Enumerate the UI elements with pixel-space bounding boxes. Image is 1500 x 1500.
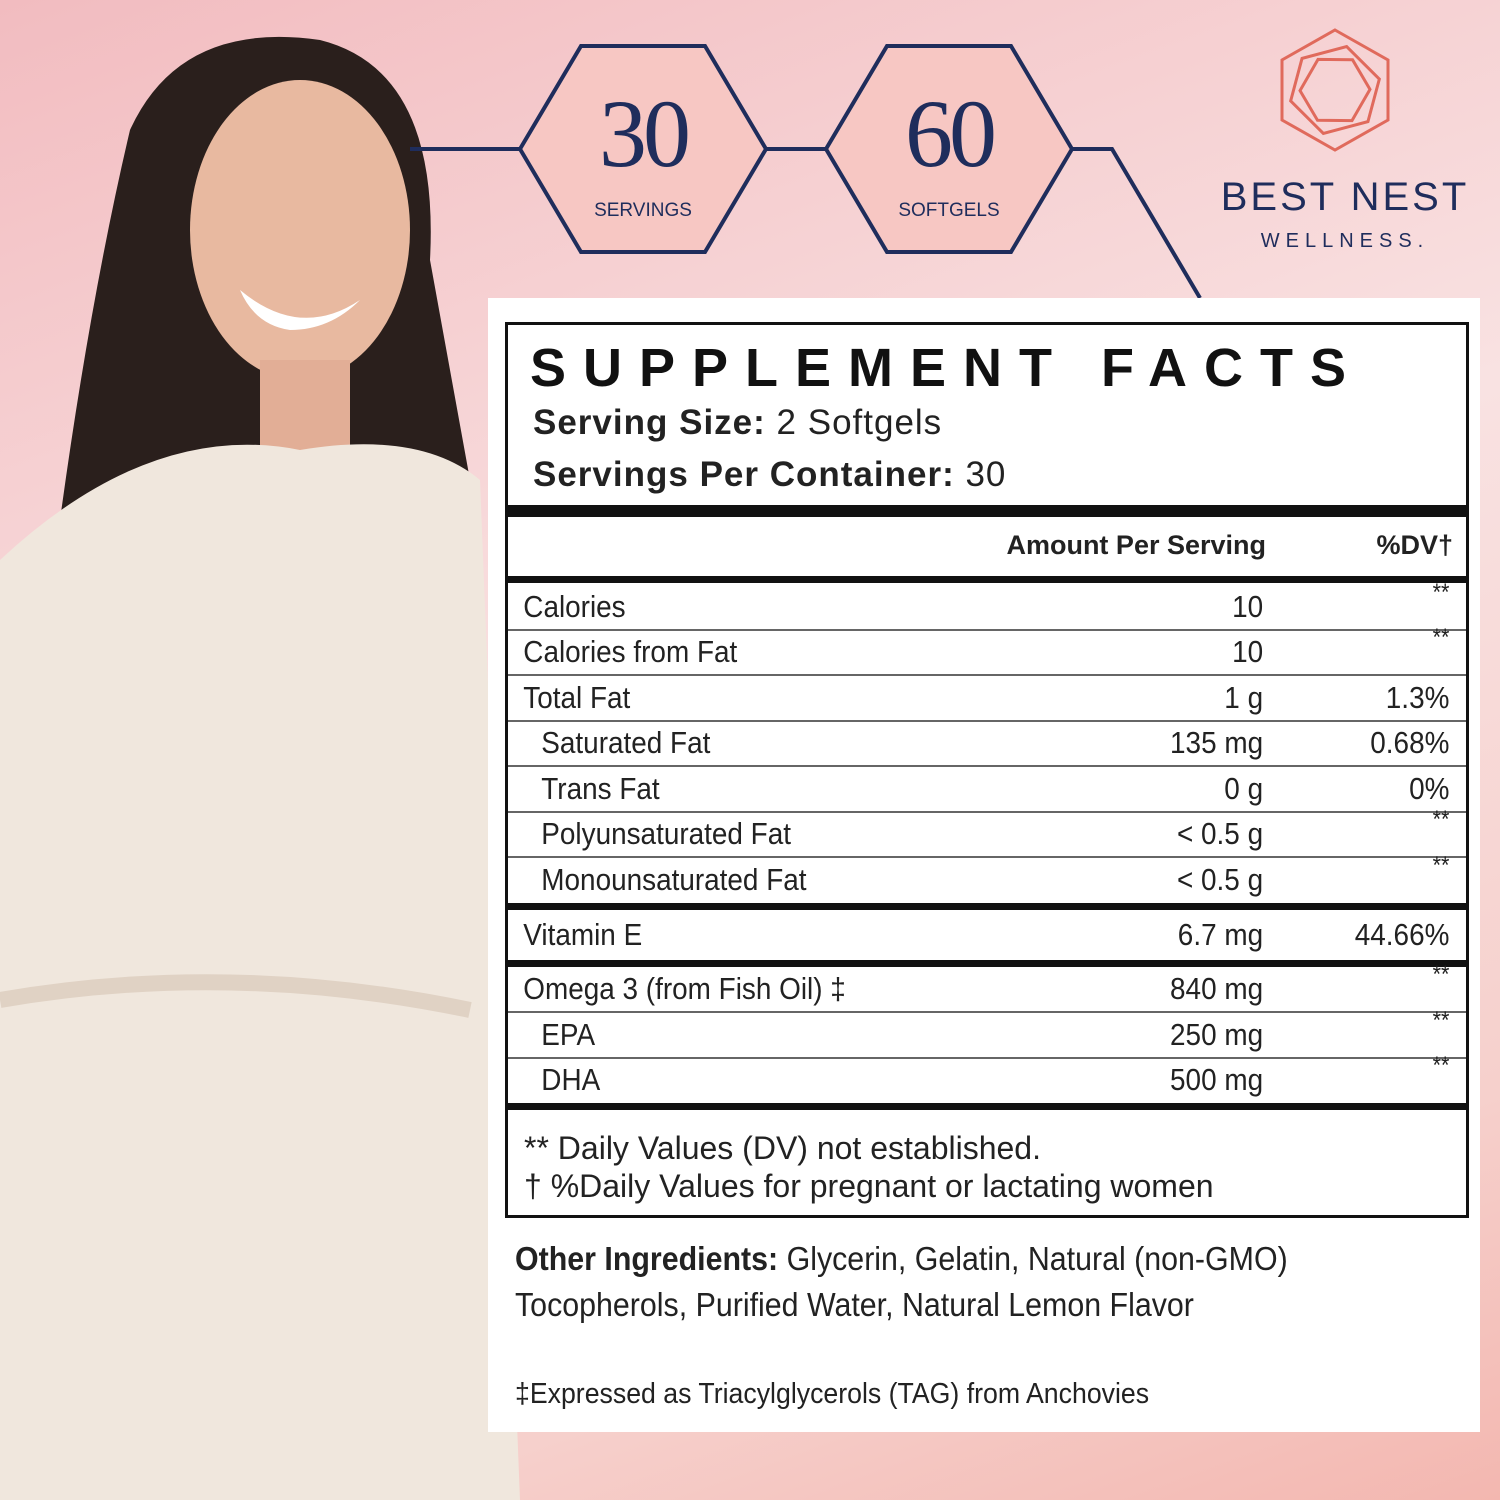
brand-tagline: WELLNESS.	[1260, 230, 1430, 252]
nutrient: Calories	[523, 588, 626, 624]
row-rule	[508, 628, 1466, 631]
row-rule	[508, 765, 1466, 767]
other-ingredients: Other Ingredients: Glycerin, Gelatin, Na…	[515, 1236, 1380, 1328]
nutrient: Omega 3 (from Fish Oil) ‡	[523, 971, 846, 1007]
fact-row: Trans Fat 0 g 0%	[508, 766, 1449, 812]
fact-row: Total Fat 1 g 1.3%	[508, 675, 1449, 721]
logo	[1280, 28, 1390, 152]
amount: < 0.5 g	[1176, 861, 1264, 897]
row-rule	[508, 1011, 1466, 1013]
amount: 250 mg	[1170, 1016, 1264, 1052]
daily-value: 44.66%	[1354, 916, 1450, 952]
badge-label: SOFTGELS	[898, 200, 1000, 221]
fact-row: Calories from Fat 10 **	[508, 624, 1449, 676]
amount: < 0.5 g	[1176, 816, 1264, 852]
rule	[508, 902, 1466, 910]
rule	[508, 1103, 1466, 1110]
amount: 500 mg	[1170, 1062, 1264, 1098]
row-rule	[508, 719, 1466, 722]
note: ‡Expressed as Triacylglycerols (TAG) fro…	[515, 1378, 1150, 1410]
rule	[508, 576, 1466, 583]
nutrient: EPA	[541, 1016, 596, 1052]
daily-value: **	[1432, 806, 1450, 834]
nutrient: Polyunsaturated Fat	[541, 816, 792, 852]
fact-row: Polyunsaturated Fat < 0.5 g **	[508, 806, 1449, 858]
label: Servings Per Container:	[533, 455, 955, 494]
daily-value: **	[1432, 851, 1450, 879]
label: Other Ingredients:	[515, 1240, 779, 1277]
daily-value: **	[1432, 961, 1450, 989]
amount: 10	[1232, 588, 1264, 624]
badge-number: 30	[599, 80, 691, 187]
fact-row: EPA 250 mg **	[508, 1007, 1449, 1058]
nutrient: Vitamin E	[523, 916, 643, 952]
daily-value: 1.3%	[1385, 679, 1450, 715]
fact-row: Calories 10 **	[508, 579, 1449, 630]
daily-value: 0%	[1409, 770, 1450, 806]
fact-row: DHA 500 mg **	[508, 1052, 1449, 1104]
row-rule	[508, 810, 1466, 813]
column-header: %DV†	[1376, 530, 1453, 560]
badge-label: SERVINGS	[594, 200, 692, 221]
text: Glycerin, Gelatin, Natural (non-GMO) Toc…	[515, 1240, 1288, 1323]
nutrient: DHA	[541, 1062, 601, 1098]
daily-value: **	[1432, 1006, 1450, 1034]
brand-name: BEST NEST	[1220, 175, 1470, 219]
amount: 1 g	[1224, 679, 1264, 715]
fact-row: Saturated Fat 135 mg 0.68%	[508, 721, 1449, 767]
fact-row: Vitamin E 6.7 mg 44.66%	[508, 910, 1449, 960]
rule	[508, 959, 1466, 967]
nutrient: Trans Fat	[541, 770, 660, 806]
nutrient: Calories from Fat	[523, 634, 738, 670]
amount: 135 mg	[1170, 725, 1264, 761]
row-rule	[508, 856, 1466, 858]
amount: 6.7 mg	[1177, 916, 1264, 952]
label: Serving Size:	[533, 403, 766, 442]
facts-title: SUPPLEMENT FACTS	[530, 338, 1364, 398]
footnote: † %Daily Values for pregnant or lactatin…	[524, 1168, 1214, 1204]
row-rule	[508, 674, 1466, 676]
amount: 840 mg	[1170, 971, 1264, 1007]
value: 2 Softgels	[776, 403, 943, 442]
woman	[0, 36, 520, 1500]
nutrient: Total Fat	[523, 679, 631, 715]
nutrient: Saturated Fat	[541, 725, 711, 761]
servings-per-container: Servings Per Container: 30	[533, 455, 1006, 495]
amount: 0 g	[1224, 770, 1264, 806]
row-rule	[508, 1056, 1466, 1059]
amount: 10	[1232, 634, 1264, 670]
badge-number: 60	[905, 80, 997, 187]
column-header: Amount Per Serving	[1006, 530, 1266, 560]
fact-row: Monounsaturated Fat < 0.5 g **	[508, 852, 1449, 903]
facts-box: SUPPLEMENT FACTS Serving Size: 2 Softgel…	[505, 322, 1469, 1218]
value: 30	[965, 455, 1007, 494]
daily-value: 0.68%	[1370, 725, 1450, 761]
rule	[508, 505, 1466, 517]
footnote: ** Daily Values (DV) not established.	[524, 1130, 1041, 1166]
facts-panel	[488, 298, 1480, 1432]
daily-value: **	[1432, 1052, 1450, 1080]
connector-lines	[410, 44, 1202, 300]
daily-value: **	[1432, 578, 1450, 606]
fact-row: Omega 3 (from Fish Oil) ‡ 840 mg **	[508, 961, 1449, 1013]
daily-value: **	[1432, 624, 1450, 652]
serving-size: Serving Size: 2 Softgels	[533, 403, 942, 443]
nutrient: Monounsaturated Fat	[541, 861, 807, 897]
